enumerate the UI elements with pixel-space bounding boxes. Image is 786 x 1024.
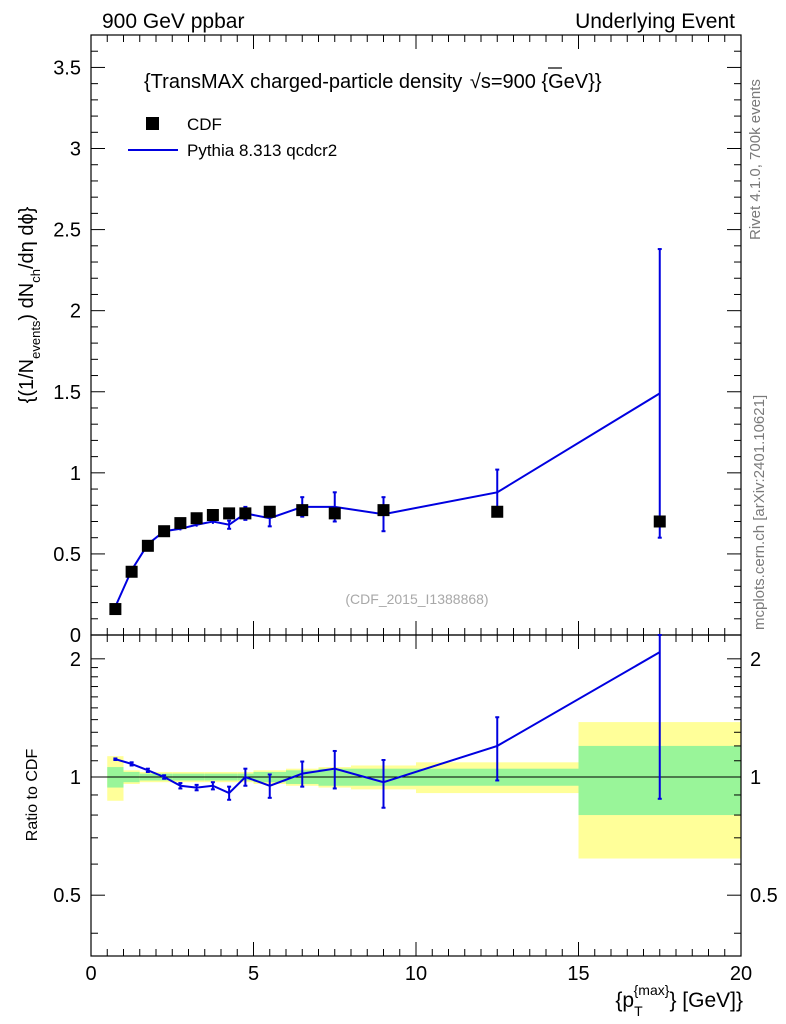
- y-tick-label-2: 2: [70, 301, 81, 323]
- mcplots-label: mcplots.cern.ch [arXiv:2401.10621]: [751, 395, 768, 630]
- y-label-part3: /dη dϕ}: [16, 206, 38, 269]
- mc-line-main: [114, 392, 661, 608]
- ratio-tick-label-right-2: 2: [750, 649, 761, 671]
- x-tick-label-10: 10: [405, 963, 427, 985]
- data-point-10: [296, 504, 309, 517]
- x-label-sub: T: [634, 1003, 643, 1019]
- y-label-part2: ) dN: [16, 283, 38, 321]
- data-point-7: [223, 507, 236, 520]
- data-point-8: [239, 507, 252, 520]
- data-point-3: [158, 525, 171, 538]
- data-point-13: [491, 505, 504, 518]
- data-point-11: [328, 507, 341, 520]
- ratio-tick-label-left-1: 1: [70, 767, 81, 789]
- x-tick-label-0: 0: [85, 963, 96, 985]
- legend-data-label: CDF: [187, 115, 222, 134]
- y-label-sub2: ch: [28, 269, 43, 283]
- x-tick-label-20: 20: [730, 963, 752, 985]
- data-point-12: [377, 504, 390, 517]
- ratio-tick-label-left-2: 2: [70, 649, 81, 671]
- y-label-sub1: events: [28, 320, 43, 359]
- mc-series-main: [114, 248, 662, 608]
- data-point-5: [190, 512, 203, 525]
- y-tick-label-2.5: 2.5: [53, 220, 81, 242]
- ratio-tick-label-left-0.5: 0.5: [53, 885, 81, 907]
- data-point-1: [125, 565, 138, 578]
- rivet-version-label: Rivet 4.1.0, 700k events: [747, 79, 764, 240]
- y-tick-label-0.5: 0.5: [53, 544, 81, 566]
- y-tick-label-3: 3: [70, 139, 81, 161]
- y-tick-label-1.5: 1.5: [53, 382, 81, 404]
- x-label-part2: } [GeV]}: [669, 989, 743, 1012]
- uncertainty-bands: [107, 722, 741, 859]
- data-point-0: [109, 603, 122, 616]
- ratio-plot-frame: [90, 634, 742, 957]
- tick-labels: 0 5 10 15 20 0 0.5 1 1.5 2 2.5 3 3.5 0.5 0.5 1 1 2 2: [53, 57, 778, 985]
- y-tick-label-1: 1: [70, 463, 81, 485]
- sqrt-symbol: √: [470, 71, 481, 93]
- x-label-part1: {p: [615, 989, 634, 1012]
- data-point-4: [174, 517, 187, 530]
- y-tick-label-0: 0: [70, 625, 81, 647]
- y-tick-label-3.5: 3.5: [53, 57, 81, 79]
- y-axis-label: {(1/Nevents) dNch/dη dϕ}: [16, 206, 43, 403]
- y-label-part1: {(1/N: [16, 359, 38, 403]
- data-series-main: [109, 504, 666, 616]
- x-label-sup: {max}: [634, 982, 670, 998]
- legend-data-marker: [146, 117, 159, 130]
- ratio-tick-label-right-0.5: 0.5: [750, 885, 778, 907]
- x-tick-label-15: 15: [567, 963, 589, 985]
- mc-series-ratio: [113, 634, 662, 809]
- plot-title-prefix: {TransMAX charged-particle density: [144, 71, 468, 93]
- data-point-2: [141, 539, 154, 552]
- x-tick-label-5: 5: [248, 963, 259, 985]
- ratio-tick-label-right-1: 1: [750, 767, 761, 789]
- plot-title-suffix: s=900 {GeV}}: [481, 71, 602, 93]
- legend-mc-label: Pythia 8.313 qcdcr2: [187, 141, 337, 160]
- watermark-analysis-id: (CDF_2015_I1388868): [345, 591, 488, 607]
- plot-title: {TransMAX charged-particle density √s=90…: [144, 71, 602, 93]
- data-point-6: [206, 509, 219, 521]
- ratio-y-axis-label: Ratio to CDF: [24, 749, 41, 842]
- data-point-14: [653, 515, 666, 528]
- x-axis-label: {pT {max}} [GeV]}: [615, 982, 743, 1019]
- header-left: 900 GeV ppbar: [102, 10, 244, 33]
- data-point-9: [263, 505, 276, 518]
- header-right: Underlying Event: [575, 10, 735, 33]
